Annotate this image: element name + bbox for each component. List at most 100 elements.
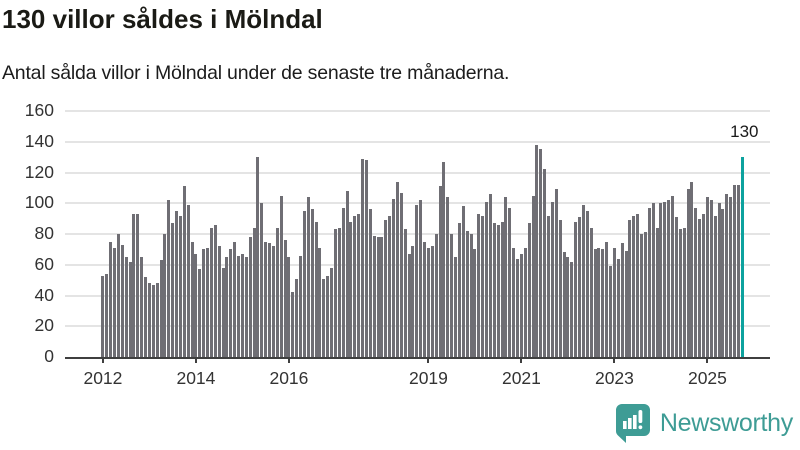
bar [500, 221, 504, 357]
bar [415, 204, 419, 357]
bar [578, 217, 582, 357]
bar [671, 195, 675, 357]
y-tick-label: 100 [24, 192, 54, 213]
bar [217, 246, 221, 357]
bar [326, 275, 330, 357]
bar [632, 215, 636, 357]
bar [333, 229, 337, 357]
bar [353, 215, 357, 357]
bar [314, 221, 318, 357]
bar [233, 241, 237, 357]
x-tick [101, 358, 104, 363]
bar [368, 209, 372, 357]
bar [395, 181, 399, 357]
bar [291, 292, 295, 357]
bar [178, 215, 182, 357]
bar [260, 203, 264, 357]
bar [113, 247, 117, 357]
highlight-bar [740, 157, 744, 357]
bar [593, 249, 597, 357]
bar [426, 247, 430, 357]
bar [698, 218, 702, 357]
x-tick-label: 2025 [687, 368, 727, 388]
bar [264, 241, 268, 357]
bar [345, 190, 349, 357]
bar [678, 229, 682, 357]
x-tick-label: 2019 [408, 368, 448, 388]
gridline [65, 110, 770, 112]
bar [128, 261, 132, 357]
bar [585, 210, 589, 357]
bar [492, 223, 496, 357]
bar [667, 200, 671, 357]
bar [202, 249, 206, 357]
newsworthy-logo[interactable]: Newsworthy [615, 403, 793, 443]
bar [206, 247, 210, 357]
bar [450, 234, 454, 357]
bar [283, 240, 287, 357]
bar [120, 244, 124, 357]
bar [705, 197, 709, 357]
gridline [65, 202, 770, 205]
bar [159, 260, 163, 357]
bar [566, 257, 570, 357]
bar [252, 227, 256, 357]
bar [736, 184, 740, 357]
bar [399, 192, 403, 357]
bar [651, 203, 655, 357]
bar [554, 189, 558, 357]
bar [488, 194, 492, 357]
bar [647, 207, 651, 357]
bar [454, 257, 458, 357]
bar [473, 249, 477, 357]
x-axis-line [65, 357, 770, 359]
bar [407, 254, 411, 357]
bar [384, 220, 388, 357]
bar [147, 283, 151, 357]
bar [628, 220, 632, 357]
bar [361, 158, 365, 357]
bar [434, 234, 438, 357]
bar [702, 214, 706, 357]
y-tick-label: 120 [24, 161, 54, 182]
bar [198, 269, 202, 357]
bar [287, 257, 291, 357]
bar [601, 249, 605, 357]
bar [310, 209, 314, 357]
bar [674, 217, 678, 357]
bar [430, 246, 434, 357]
x-tick [427, 358, 430, 363]
bar [229, 249, 233, 357]
bar [392, 198, 396, 357]
bar [550, 201, 554, 357]
bar [609, 266, 613, 357]
bar [535, 144, 539, 357]
bar [124, 257, 128, 357]
bar [322, 278, 326, 357]
bar [419, 200, 423, 357]
bar [558, 220, 562, 357]
bar [163, 234, 167, 357]
bar [620, 243, 624, 357]
bar [643, 232, 647, 357]
bar [256, 157, 260, 357]
bar [411, 246, 415, 357]
bar [523, 247, 527, 357]
bar [481, 215, 485, 357]
bar [512, 247, 516, 357]
bar [574, 221, 578, 357]
bar [341, 207, 345, 357]
bar [330, 267, 334, 357]
bar [729, 197, 733, 357]
bar [485, 201, 489, 357]
bar [109, 241, 113, 357]
bar [337, 227, 341, 357]
y-tick-label: 80 [34, 223, 54, 243]
bar [686, 189, 690, 357]
bar [364, 160, 368, 357]
bar [461, 206, 465, 357]
bar [640, 234, 644, 357]
bar [624, 250, 628, 357]
bar [221, 267, 225, 357]
bar [570, 261, 574, 357]
